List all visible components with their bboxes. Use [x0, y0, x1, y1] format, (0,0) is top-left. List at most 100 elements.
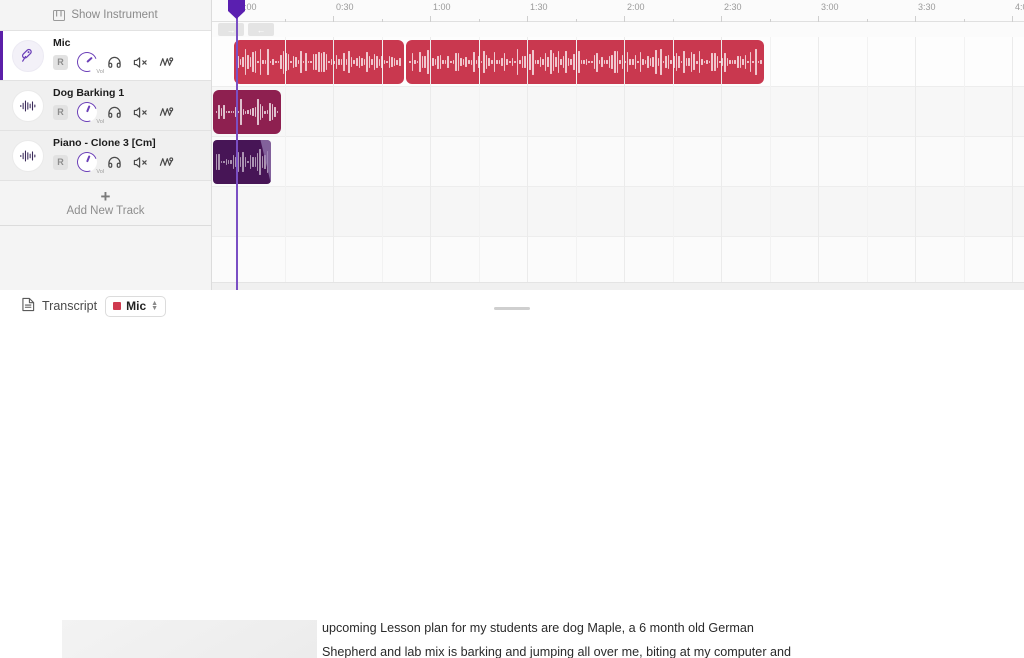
- waveform-bar: [634, 54, 637, 70]
- waveform-bar: [252, 51, 254, 73]
- record-toggle-piano-clone-3[interactable]: R: [53, 154, 68, 170]
- waveform-bar: [315, 53, 317, 71]
- headphones-solo-button-mic[interactable]: [106, 54, 123, 71]
- nav-forward-button[interactable]: →: [218, 23, 244, 36]
- tick-line: [721, 16, 722, 22]
- track-header-column: Show Instrument Mic R: [0, 0, 212, 290]
- audio-clip-piano-clone-3[interactable]: [213, 140, 271, 184]
- nav-back-button[interactable]: ←: [248, 23, 274, 36]
- waveform-bar: [225, 159, 228, 165]
- waveform-bar: [256, 153, 259, 171]
- volume-knob-dog-barking-1[interactable]: Vol: [73, 98, 104, 126]
- track-name-mic: Mic: [53, 37, 71, 49]
- waveform-bar: [239, 59, 242, 65]
- waveform-bar: [280, 54, 282, 70]
- waveform-bar: [560, 58, 562, 66]
- waveform-bar: [678, 56, 680, 68]
- headphones-solo-button-dog-barking-1[interactable]: [106, 104, 123, 121]
- mute-button-mic[interactable]: [132, 54, 149, 71]
- track-name-dog-barking-1: Dog Barking 1: [53, 87, 125, 99]
- waveform-bar: [683, 51, 685, 73]
- volume-knob-label: Vol: [96, 169, 104, 175]
- timeline-scrollbar[interactable]: [212, 282, 1024, 290]
- waveform-bar: [742, 59, 744, 65]
- tick-line: [333, 16, 334, 22]
- tick-line: [284, 19, 286, 22]
- waveform-bar: [491, 60, 493, 64]
- waveform-bar: [462, 58, 465, 66]
- track-row-piano-clone-3[interactable]: Piano - Clone 3 [Cm] R Vol: [0, 130, 211, 180]
- waveform-bar: [672, 55, 675, 69]
- automation-button-piano-clone-3[interactable]: [158, 154, 175, 171]
- timeline-lanes: [212, 37, 1024, 290]
- transcript-header: Transcript Mic ▲ ▼: [0, 290, 1024, 322]
- waveform-bar: [734, 60, 736, 64]
- waveform-bar: [598, 59, 601, 65]
- lane-mic[interactable]: [212, 37, 1024, 87]
- waveform-bar: [603, 59, 606, 65]
- waveform-bar: [754, 49, 757, 75]
- waveform-bar: [437, 55, 439, 69]
- waveform-bar: [637, 60, 639, 64]
- waveform-bar: [724, 52, 726, 72]
- transcript-source-selector[interactable]: Mic ▲ ▼: [105, 295, 167, 317]
- waveform-bar: [328, 60, 330, 64]
- transcript-paragraph-1[interactable]: upcoming Lesson plan for my students are…: [322, 616, 1008, 658]
- speaker-video-thumbnail[interactable]: [62, 620, 317, 658]
- audio-clip-dog-barking-1[interactable]: [213, 90, 281, 134]
- waveform-bar: [259, 49, 262, 75]
- waveform-bar: [642, 58, 644, 66]
- mute-button-piano-clone-3[interactable]: [132, 154, 149, 171]
- track-row-mic[interactable]: Mic R Vol: [0, 30, 211, 80]
- waveform-bar: [524, 56, 526, 68]
- playhead-handle[interactable]: [228, 0, 245, 19]
- playhead[interactable]: [228, 0, 245, 290]
- track-row-dog-barking-1[interactable]: Dog Barking 1 R Vol: [0, 80, 211, 130]
- waveform-bar: [475, 59, 478, 65]
- timeline-ruler[interactable]: 0:00 0:30 1:00 1:30 2:00 2:30 3:00 3:30 4:00: [212, 0, 1024, 22]
- mute-button-dog-barking-1[interactable]: [132, 104, 149, 121]
- waveform-bar: [310, 60, 312, 64]
- transcript-line[interactable]: Shepherd and lab mix is barking and jump…: [322, 645, 792, 658]
- lane-empty[interactable]: [212, 187, 1024, 237]
- transcript-line[interactable]: upcoming Lesson plan for my students are…: [322, 621, 754, 635]
- automation-button-dog-barking-1[interactable]: [158, 104, 175, 121]
- show-instrument-button[interactable]: Show Instrument: [0, 0, 211, 30]
- waveform-icon: [12, 89, 44, 122]
- waveform-bar: [537, 60, 539, 64]
- waveform-bar: [261, 155, 264, 169]
- panel-resize-handle[interactable]: [494, 307, 530, 310]
- waveform-bar: [696, 60, 698, 64]
- waveform-bar: [218, 104, 220, 120]
- waveform-bar: [292, 55, 295, 69]
- add-new-track-button[interactable]: + Add New Track: [0, 180, 211, 226]
- grid-line: [430, 37, 431, 290]
- waveform-bar: [277, 60, 280, 64]
- waveform-bar: [629, 59, 631, 65]
- lane-piano-clone-3[interactable]: [212, 137, 1024, 187]
- record-toggle-dog-barking-1[interactable]: R: [53, 104, 68, 120]
- audio-clip-mic-1[interactable]: [234, 40, 404, 84]
- transcript-text[interactable]: upcoming Lesson plan for my students are…: [322, 616, 1008, 658]
- grid-line-minor: [672, 37, 674, 290]
- grid-line: [333, 37, 334, 290]
- headphones-solo-button-piano-clone-3[interactable]: [106, 154, 123, 171]
- waveform-bar: [649, 57, 652, 67]
- automation-button-mic[interactable]: [158, 54, 175, 71]
- waveform-bar: [565, 51, 567, 73]
- waveform-bar: [539, 57, 542, 67]
- daw-panel: Show Instrument Mic R: [0, 0, 1024, 290]
- volume-knob-piano-clone-3[interactable]: Vol: [73, 148, 104, 176]
- waveform-bar: [457, 53, 460, 71]
- lane-dog-barking-1[interactable]: [212, 87, 1024, 137]
- waveform-bar: [660, 49, 662, 75]
- waveform-bar: [493, 52, 496, 72]
- volume-knob-mic[interactable]: Vol: [73, 48, 104, 76]
- waveform-bar: [434, 58, 437, 66]
- tick-label: 3:30: [918, 2, 936, 12]
- record-toggle-mic[interactable]: R: [53, 54, 68, 70]
- waveform-bar: [621, 54, 624, 70]
- audio-clip-mic-2[interactable]: [406, 40, 764, 84]
- waveform-bar: [619, 59, 621, 65]
- waveform-bar: [220, 108, 223, 116]
